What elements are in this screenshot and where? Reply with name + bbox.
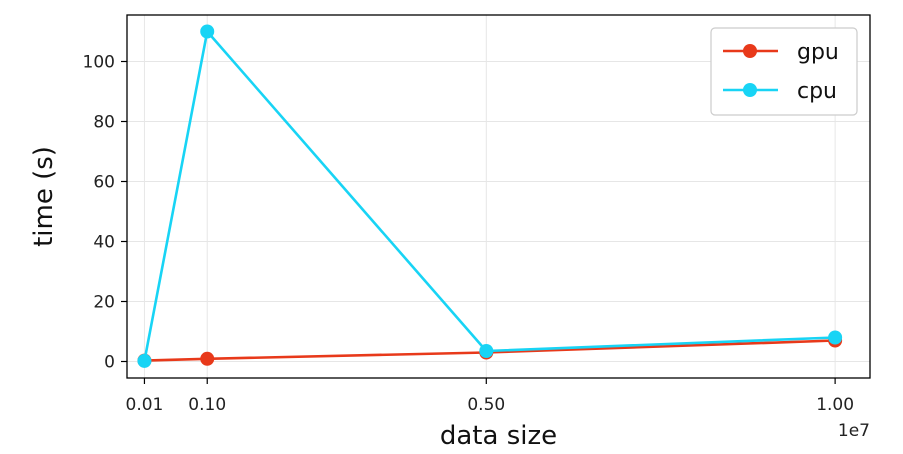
series-layer [137, 24, 843, 368]
x-tick-label: 1.00 [816, 395, 854, 415]
y-tick-label: 40 [93, 233, 115, 253]
legend-label: cpu [797, 79, 837, 104]
y-tick-label: 60 [93, 173, 115, 193]
x-axis-offset-label: 1e7 [838, 421, 870, 441]
y-tick-label: 0 [104, 353, 115, 373]
data-point-cpu [137, 353, 152, 368]
legend-swatch-marker [743, 44, 757, 58]
data-point-cpu [479, 344, 494, 358]
x-tick-label: 0.50 [467, 395, 505, 415]
series-line-cpu [143, 30, 836, 362]
legend-item-gpu: gpu [723, 40, 839, 65]
legend-swatch-marker [743, 83, 757, 97]
data-point-cpu [200, 24, 215, 39]
plot-frame [126, 14, 871, 379]
series-line-gpu [144, 339, 836, 362]
x-tick-label: 0.01 [126, 395, 164, 415]
y-tick-label: 100 [83, 53, 115, 73]
y-tick-label: 80 [93, 113, 115, 133]
x-axis-title: data size [440, 421, 557, 451]
legend-item-cpu: cpu [723, 79, 837, 104]
series-cpu [137, 24, 843, 368]
y-tick-label: 20 [93, 293, 115, 313]
legend-label: gpu [797, 40, 839, 65]
y-axis-title: time (s) [29, 146, 59, 247]
data-point-gpu [200, 351, 215, 366]
ticks: 0.01 0.10 0.50 1.00 0 20 40 60 80 100 [83, 53, 855, 416]
legend: gpu cpu [710, 27, 858, 116]
data-point-cpu [828, 330, 843, 345]
x-tick-label: 0.10 [188, 395, 226, 415]
